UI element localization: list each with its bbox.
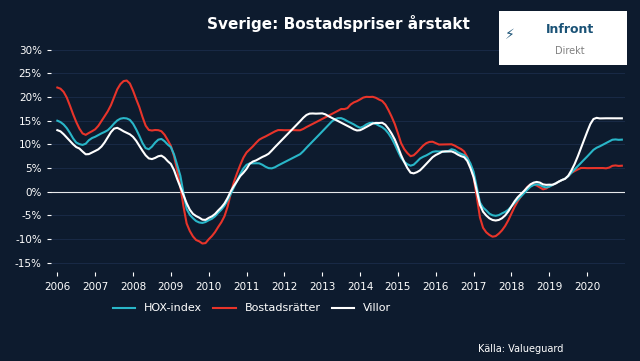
Title: Sverige: Bostadspriser årstakt: Sverige: Bostadspriser årstakt [207, 15, 469, 32]
Text: Direkt: Direkt [555, 47, 584, 56]
Text: ⚡: ⚡ [504, 28, 515, 42]
Text: Källa: Valueguard: Källa: Valueguard [478, 344, 563, 354]
Text: Infront: Infront [545, 23, 594, 36]
Legend: HOX-index, Bostadsrätter, Villor: HOX-index, Bostadsrätter, Villor [109, 299, 395, 318]
